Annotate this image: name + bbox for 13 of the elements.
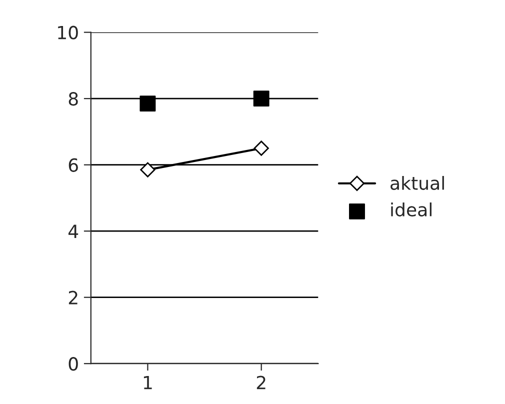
point bbox=[140, 96, 156, 112]
point bbox=[254, 140, 269, 156]
y-tick-label: 6 bbox=[68, 158, 78, 172]
y-tick-label: 0 bbox=[68, 357, 78, 371]
y-tick-label: 4 bbox=[68, 224, 78, 238]
y-tick-label: 2 bbox=[68, 290, 78, 304]
y-tick-label: 10 bbox=[58, 26, 78, 40]
legend-label: ideal bbox=[391, 202, 432, 216]
x-tick-label: 1 bbox=[144, 376, 152, 390]
point bbox=[253, 90, 270, 107]
point bbox=[140, 162, 156, 178]
y-tick-label: 8 bbox=[68, 92, 78, 106]
legend-label: aktual bbox=[390, 176, 444, 190]
